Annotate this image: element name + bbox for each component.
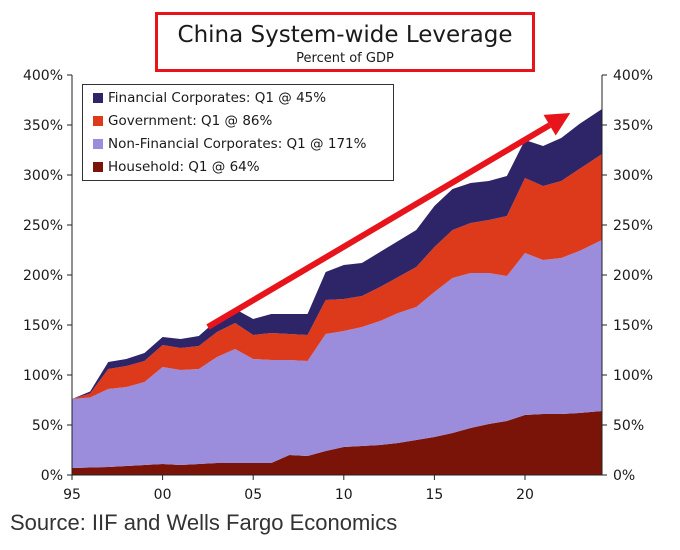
x-tick-label: 15 [425,487,443,503]
y-tick-label-right: 100% [613,368,653,384]
y-tick-label-right: 250% [613,218,653,234]
x-tick-label: 95 [63,487,81,503]
y-tick-label-right: 350% [613,118,653,134]
legend-label-non-financial: Non-Financial Corporates: Q1 @ 171% [108,136,367,152]
y-tick-label-right: 200% [613,268,653,284]
legend-swatch-government [93,116,103,126]
x-tick-label: 10 [335,487,353,503]
y-tick-label-right: 300% [613,168,653,184]
x-tick-label: 05 [244,487,262,503]
y-tick-label-left: 50% [32,418,63,434]
chart-subtitle: Percent of GDP [296,51,394,66]
title-box: China System-wide Leverage Percent of GD… [155,12,535,72]
y-axis-left: 0% 50% 100% 150% 200% 250% 300% 350% 400% [23,68,72,484]
legend-swatch-household [93,162,103,172]
legend-label-government: Government: Q1 @ 86% [108,113,273,129]
legend-swatch-financial [93,93,103,103]
y-tick-label-left: 250% [23,218,63,234]
legend-label-financial: Financial Corporates: Q1 @ 45% [108,90,327,106]
legend-label-household: Household: Q1 @ 64% [108,159,260,175]
stacked-areas [72,109,602,475]
area-household [72,411,602,475]
y-tick-label-left: 350% [23,118,63,134]
area-non_financial [72,240,602,468]
y-tick-label-left: 0% [41,468,63,484]
trend-arrow-shaft [206,122,552,330]
y-tick-label-right: 150% [613,318,653,334]
x-tick-label: 00 [154,487,172,503]
y-tick-label-left: 150% [23,318,63,334]
x-axis: 95 00 05 10 15 20 [63,475,534,503]
area-government [72,154,602,399]
y-tick-label-right: 400% [613,68,653,84]
chart-title: China System-wide Leverage [177,22,513,48]
legend-item-financial: Financial Corporates: Q1 @ 45% [93,89,326,107]
trend-arrow [206,113,571,330]
y-tick-label-left: 400% [23,68,63,84]
legend-item-non-financial: Non-Financial Corporates: Q1 @ 171% [93,135,366,153]
y-tick-label-right: 0% [613,468,635,484]
trend-arrow-head [543,113,571,136]
legend-swatch-non-financial [93,139,103,149]
source-note: Source: IIF and Wells Fargo Economics [10,510,398,535]
x-tick-label: 20 [516,487,534,503]
y-tick-label-left: 300% [23,168,63,184]
legend: Financial Corporates: Q1 @ 45% Governmen… [82,84,394,181]
legend-item-government: Government: Q1 @ 86% [93,112,272,130]
legend-item-household: Household: Q1 @ 64% [93,158,260,176]
y-tick-label-left: 200% [23,268,63,284]
y-tick-label-left: 100% [23,368,63,384]
y-axis-right: 0% 50% 100% 150% 200% 250% 300% 350% 400% [602,68,653,484]
y-tick-label-right: 50% [613,418,644,434]
